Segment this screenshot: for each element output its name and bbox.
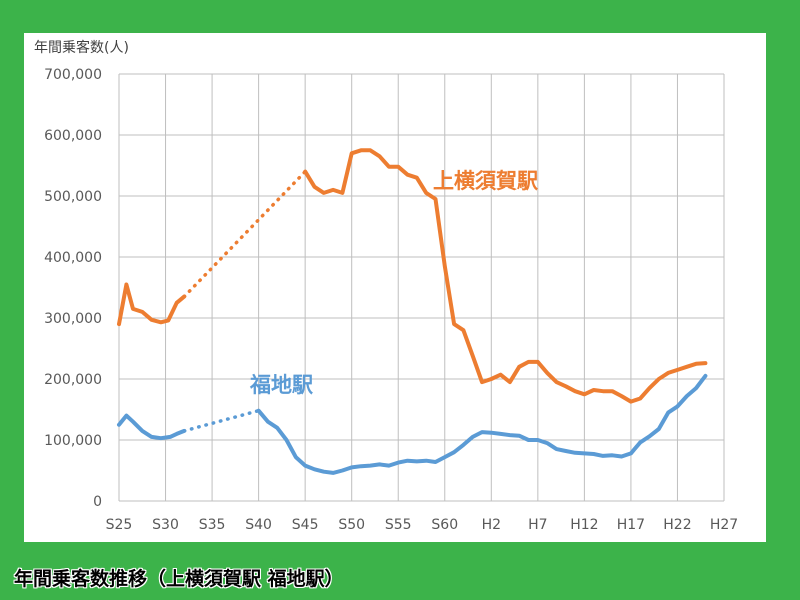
x-tick-label: H12 bbox=[570, 517, 598, 533]
chart-panel: 0 100,000 200,000 300,000 400,000 500,000 600,… bbox=[24, 33, 766, 542]
x-tick-label: H17 bbox=[617, 517, 645, 533]
y-tick-label: 500,000 bbox=[44, 189, 102, 205]
series-line-fukuchi-dotted bbox=[182, 408, 261, 433]
y-tick-label: 300,000 bbox=[44, 311, 102, 327]
series-line-kamiyokosuka bbox=[303, 148, 708, 404]
x-tick-label: H22 bbox=[663, 517, 691, 533]
series-line-kamiyokosuka bbox=[117, 282, 187, 327]
x-tick-label: S45 bbox=[292, 517, 319, 533]
x-tick-label: S50 bbox=[338, 517, 365, 533]
y-tick-label: 100,000 bbox=[44, 433, 102, 449]
chart-caption: 年間乗客数推移（上横須賀駅 福地駅） bbox=[14, 568, 344, 590]
x-tick-label: S55 bbox=[385, 517, 412, 533]
x-tick-label: S35 bbox=[199, 517, 226, 533]
x-tick-label: S60 bbox=[431, 517, 458, 533]
series-label-kamiyokosuka: 上横須賀駅 bbox=[433, 169, 539, 193]
x-tick-label: S40 bbox=[245, 517, 272, 533]
x-tick-label: S30 bbox=[152, 517, 179, 533]
series-line-fukuchi bbox=[117, 413, 187, 441]
y-tick-label: 0 bbox=[93, 494, 102, 510]
series-line-fukuchi bbox=[256, 373, 708, 475]
x-tick-label: H2 bbox=[482, 517, 501, 533]
y-tick-label: 200,000 bbox=[44, 372, 102, 388]
y-tick-label: 600,000 bbox=[44, 128, 102, 144]
line-chart: 0 100,000 200,000 300,000 400,000 500,000 600,… bbox=[34, 39, 738, 533]
y-tick-label: 400,000 bbox=[44, 250, 102, 266]
x-tick-label: H27 bbox=[710, 517, 738, 533]
series-line-kamiyokosuka-dotted bbox=[182, 169, 307, 299]
y-tick-label: 700,000 bbox=[44, 67, 102, 83]
x-tick-label: S25 bbox=[106, 517, 133, 533]
series-label-fukuchi: 福地駅 bbox=[249, 373, 314, 397]
x-tick-label: H7 bbox=[528, 517, 547, 533]
y-axis-label: 年間乗客数(人) bbox=[34, 39, 129, 56]
